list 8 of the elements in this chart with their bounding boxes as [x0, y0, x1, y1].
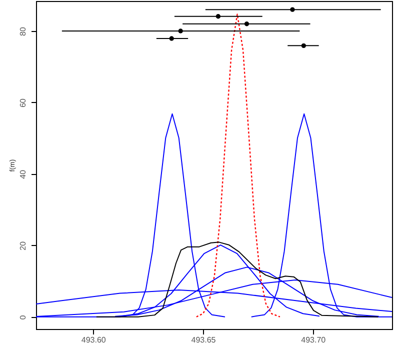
x-tick-label: 493.65	[191, 336, 216, 344]
y-tick-label: 60	[18, 98, 28, 108]
y-tick-label: 80	[18, 26, 28, 36]
y-tick-label: 40	[18, 169, 28, 179]
y-tick-label: 20	[18, 240, 28, 250]
x-tick-label: 493.70	[301, 336, 326, 344]
y-tick-label: 0	[18, 314, 28, 320]
x-tick-label: 493.60	[81, 336, 106, 344]
